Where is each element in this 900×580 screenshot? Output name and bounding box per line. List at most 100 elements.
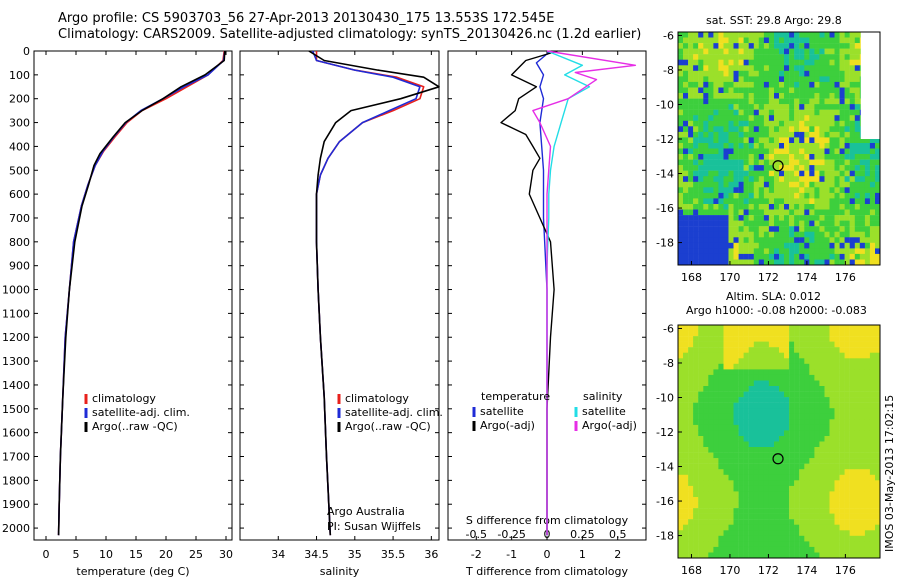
sst-heatmap-cells [678,32,881,266]
salinity-legend-label: satellite-adj. clim. [345,406,443,419]
sla-map-title-line1: Altim. SLA: 0.012 [726,290,822,303]
sla-lat-tick-label: -14 [656,461,674,474]
sst-lon-tick-label: 176 [835,271,856,284]
sst-map-frame [677,31,881,266]
sst-argo-position-marker [772,160,784,172]
tdiff-xtick-label: 1 [579,548,586,561]
depth-tick-label: 500 [9,164,30,177]
depth-tick-label: 700 [9,212,30,225]
sla-lon-tick-label: 172 [758,564,779,577]
sst-lon-tick-label: 172 [758,271,779,284]
depth-tick-label: 1100 [2,307,30,320]
figure-title-line2: Climatology: CARS2009. Satellite-adjuste… [58,27,642,42]
depth-tick-label: 600 [9,188,30,201]
sst-lat-tick-label: -12 [656,133,674,146]
sla-map-title-line2: Argo h1000: -0.08 h2000: -0.083 [686,304,867,317]
depth-tick-label: 1800 [2,474,30,487]
depth-tick-label: 1600 [2,427,30,440]
salinity-series-line [311,50,421,536]
sdiff-tick-label: -0.5 [466,528,487,541]
salinity-legend-label: climatology [345,392,409,405]
depth-tick-label: 1000 [2,284,30,297]
sst-lon-tick-label: 174 [796,271,817,284]
depth-tick-label: 100 [9,69,30,82]
temperature-diff-series-line [500,50,558,536]
salinity-xtick-label: 36 [424,548,438,561]
salinity-xtick-label: 34.5 [304,548,329,561]
depth-tick-label: 300 [9,117,30,130]
depth-tick-label: 2000 [2,522,30,535]
sdiff-tick-label: -0.25 [497,528,525,541]
tdiff-xtick-label: -2 [471,548,482,561]
depth-tick-label: 1700 [2,451,30,464]
sdiff-legend-label: satellite [582,405,626,418]
salinity-diff-series-line [532,50,637,536]
credit-argo-australia: Argo Australia [327,505,405,518]
sla-lon-tick-label: 168 [681,564,702,577]
salinity-series-line [308,50,440,536]
salinity-xtick-label: 35.5 [381,548,406,561]
tdiff-xtick-label: 0 [544,548,551,561]
sdiff-tick-label: 0.25 [570,528,595,541]
depth-tick-label: 1500 [2,403,30,416]
temperature-diff-series-line [535,50,551,536]
tdiff-axis-label: T difference from climatology [465,565,628,578]
depth-tick-label: 1200 [2,331,30,344]
sla-map-frame [677,324,881,559]
depth-tick-label: 800 [9,236,30,249]
sst-lon-tick-label: 170 [719,271,740,284]
temperature-legend-label: climatology [92,392,156,405]
temperature-legend-label: satellite-adj. clim. [92,406,190,419]
salinity-xtick-label: 34 [271,548,285,561]
temperature-xtick-label: 10 [99,548,113,561]
depth-tick-label: 900 [9,260,30,273]
tdiff-xtick-label: -1 [506,548,517,561]
sla-lat-tick-label: -18 [656,530,674,543]
temperature-xtick-label: 0 [43,548,50,561]
sdiff-legend-label: Argo(-adj) [582,419,637,432]
salinity-plot-frame [239,50,440,541]
depth-tick-label: 0 [23,45,30,58]
temperature-xtick-label: 15 [129,548,143,561]
sdiff-tick-label: 0.5 [609,528,627,541]
tdiff-legend-label: satellite [480,405,524,418]
figure-title-line1: Argo profile: CS 5903703_56 27-Apr-2013 … [58,11,555,26]
sla-heatmap-cells [678,325,881,559]
temperature-series-line [57,50,225,536]
sla-lon-tick-label: 174 [796,564,817,577]
temperature-xtick-label: 25 [189,548,203,561]
sst-lat-tick-label: -16 [656,202,674,215]
sst-lat-tick-label: -18 [656,237,674,250]
sst-lat-tick-label: -10 [656,98,674,111]
temperature-xtick-label: 30 [219,548,233,561]
credit-pi: PI: Susan Wijffels [327,520,421,533]
depth-tick-label: 1400 [2,379,30,392]
sst-lon-tick-label: 168 [681,271,702,284]
sla-lat-tick-label: -8 [663,357,674,370]
sla-lat-tick-label: -10 [656,391,674,404]
sla-lat-tick-label: -6 [663,322,674,335]
temperature-axis-label: temperature (deg C) [76,565,189,578]
temperature-legend-label: Argo(..raw -QC) [92,420,178,433]
depth-tick-label: 1300 [2,355,30,368]
sst-nodata-region [860,32,880,140]
salinity-xtick-label: 35 [348,548,362,561]
temperature-xtick-label: 5 [73,548,80,561]
temperature-series-line [57,50,226,536]
sla-lon-tick-label: 170 [719,564,740,577]
sla-lon-tick-label: 176 [835,564,856,577]
tdiff-legend-label: Argo(-adj) [480,419,535,432]
salinity-series-line [315,51,425,536]
depth-tick-label: 400 [9,140,30,153]
temperature-xtick-label: 20 [159,548,173,561]
sst-lat-tick-label: -8 [663,64,674,77]
sla-argo-position-marker [772,453,784,465]
salinity-legend-label: Argo(..raw -QC) [345,420,431,433]
sst-lat-tick-label: -14 [656,168,674,181]
tdiff-xtick-label: 2 [614,548,621,561]
sst-map-title: sat. SST: 29.8 Argo: 29.8 [706,14,842,27]
depth-tick-label: 200 [9,93,30,106]
salinity-axis-label: salinity [320,565,360,578]
depth-tick-label: 1900 [2,498,30,511]
